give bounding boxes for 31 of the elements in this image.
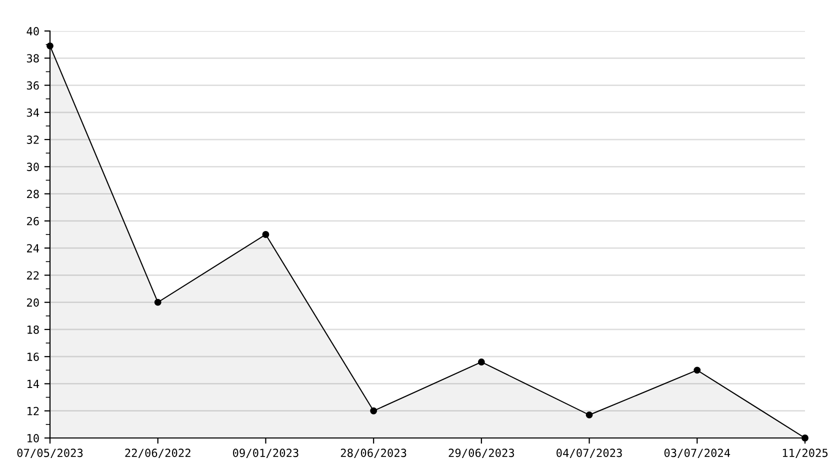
y-tick-label: 16 — [28, 352, 39, 362]
point — [586, 411, 593, 418]
y-tick-label: 18 — [28, 325, 39, 334]
x-tick-label: 29/06/2023 — [448, 448, 514, 458]
y-tick-label: 36 — [26, 81, 39, 90]
y-tick-label: 20 — [27, 298, 39, 307]
y-tick-label: 12 — [28, 406, 39, 416]
x-tick-label: 04/07/2023 — [556, 448, 622, 458]
x-tick-label: 09/01/2023 — [232, 448, 298, 458]
y-tick-label: 14 — [28, 380, 40, 388]
y-tick-label: 34 — [26, 108, 40, 117]
point — [802, 434, 808, 442]
x-tick-label: 11/2025 — [782, 448, 828, 458]
y-tick-label: 10 — [28, 434, 39, 442]
x-tick-label: 22/06/2022 — [125, 448, 190, 458]
point — [370, 407, 378, 414]
y-tick-label: 40 — [26, 27, 39, 36]
point — [262, 231, 270, 238]
point — [478, 358, 485, 366]
y-tick-label: 26 — [27, 216, 39, 226]
y-tick-label: 38 — [26, 54, 39, 63]
y-tick-label: 30 — [26, 162, 39, 172]
x-tick-label: 03/07/2024 — [664, 448, 730, 458]
point — [694, 366, 701, 374]
point — [154, 298, 162, 306]
y-tick-label: 28 — [27, 190, 39, 198]
y-tick-label: 22 — [27, 271, 39, 280]
x-tick-label: 07/05/2023 — [17, 448, 83, 458]
x-tick-label: 28/06/2023 — [340, 448, 406, 458]
y-tick-label: 24 — [27, 244, 40, 252]
y-tick-label: 32 — [26, 136, 39, 144]
